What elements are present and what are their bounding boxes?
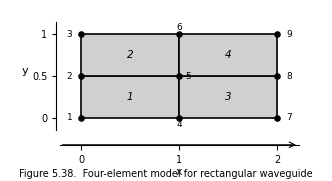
Bar [179,34,277,76]
Text: 6: 6 [176,23,182,32]
Point [275,116,280,119]
Text: 4: 4 [177,120,182,129]
Text: Figure 5.38.  Four-element model for rectangular waveguide: Figure 5.38. Four-element model for rect… [19,169,313,179]
Point [79,33,84,36]
Text: 8: 8 [286,71,292,81]
Point [177,116,182,119]
Point [79,116,84,119]
Text: 2: 2 [67,71,72,81]
Text: 2: 2 [127,50,133,60]
Text: 7: 7 [286,113,292,122]
Point [177,75,182,77]
Bar [179,76,277,118]
X-axis label: x: x [176,167,183,177]
Point [275,33,280,36]
Text: 4: 4 [225,50,232,60]
Text: 1: 1 [127,92,133,102]
Y-axis label: y: y [22,66,29,76]
Bar [81,76,179,118]
Text: 3: 3 [225,92,232,102]
Text: 9: 9 [286,30,292,39]
Point [79,75,84,77]
Text: 1: 1 [67,113,72,122]
Point [275,75,280,77]
Point [177,33,182,36]
Bar [81,34,179,76]
Text: 3: 3 [67,30,72,39]
Text: 5: 5 [185,71,191,81]
